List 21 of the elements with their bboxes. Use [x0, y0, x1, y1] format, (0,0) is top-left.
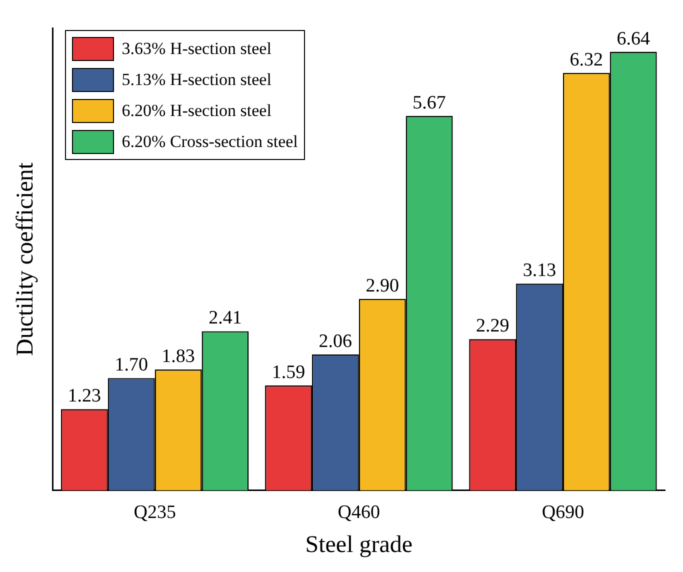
- x-tick-label: Q235: [134, 502, 176, 523]
- data-label: 2.41: [208, 308, 242, 329]
- x-tick-label: Q690: [542, 502, 584, 523]
- data-label: 2.90: [366, 275, 399, 296]
- data-label: 1.23: [68, 386, 102, 407]
- data-label: 3.13: [522, 260, 556, 282]
- data-label: 1.59: [272, 362, 306, 383]
- legend-label: 6.20% Cross-section steel: [122, 132, 298, 152]
- x-tick-label: Q460: [338, 502, 380, 523]
- legend-label: 6.20% H-section steel: [122, 100, 272, 120]
- data-label: 2.29: [476, 316, 510, 337]
- legend-label: 3.63% H-section steel: [122, 38, 272, 58]
- data-label: 6.32: [570, 49, 604, 70]
- data-label: 1.83: [162, 346, 195, 367]
- y-axis-title: Ductility coefficient: [12, 162, 39, 356]
- data-label: 1.70: [114, 354, 148, 376]
- data-label: 2.06: [318, 330, 352, 352]
- data-label: 5.67: [412, 92, 446, 114]
- x-axis-title: Steel grade: [305, 532, 413, 558]
- legend-label: 5.13% H-section steel: [122, 70, 272, 90]
- data-label: 6.64: [616, 28, 650, 50]
